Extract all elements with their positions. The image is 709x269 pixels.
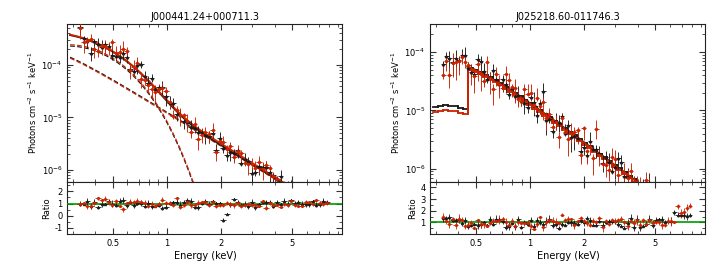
Title: J000441.24+000711.3: J000441.24+000711.3 [150,12,259,22]
Title: J025218.60-011746.3: J025218.60-011746.3 [515,12,620,22]
Y-axis label: Ratio: Ratio [408,197,418,219]
X-axis label: Energy (keV): Energy (keV) [174,251,236,261]
Y-axis label: Photons cm$^{-2}$ s$^{-1}$ keV$^{-1}$: Photons cm$^{-2}$ s$^{-1}$ keV$^{-1}$ [26,52,38,154]
Y-axis label: Ratio: Ratio [43,197,52,219]
Y-axis label: Photons cm$^{-2}$ s$^{-1}$ keV$^{-1}$: Photons cm$^{-2}$ s$^{-1}$ keV$^{-1}$ [389,52,402,154]
X-axis label: Energy (keV): Energy (keV) [537,251,599,261]
